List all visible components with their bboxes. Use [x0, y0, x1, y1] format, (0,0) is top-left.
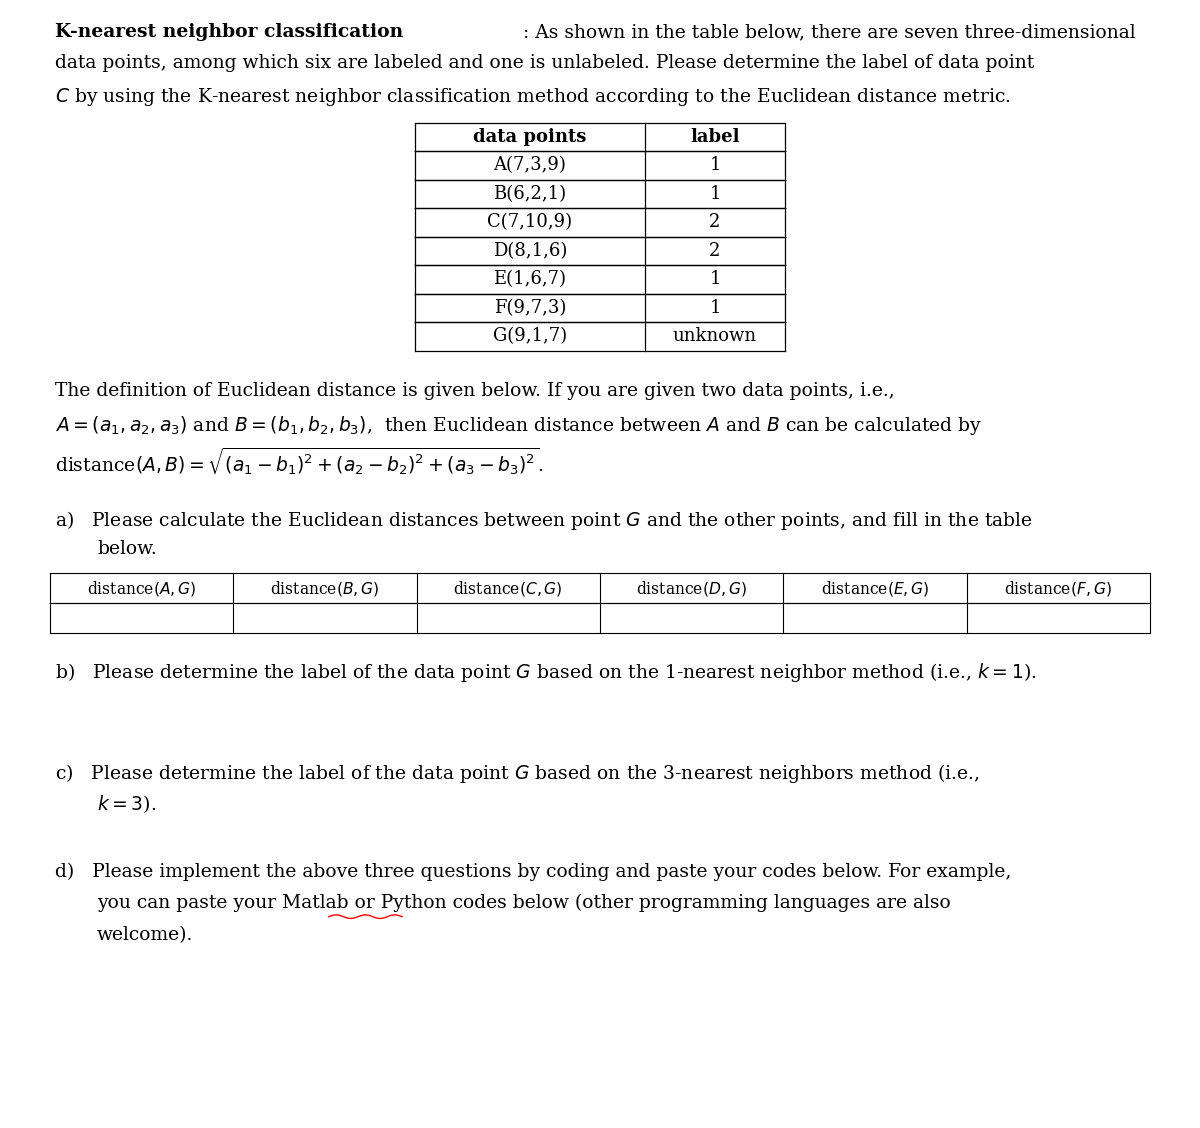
- Text: $A = (a_1, a_2, a_3)$ and $B = (b_1, b_2, b_3)$,  then Euclidean distance betwee: $A = (a_1, a_2, a_3)$ and $B = (b_1, b_2…: [55, 414, 983, 437]
- Text: B(6,2,1): B(6,2,1): [493, 185, 566, 203]
- Text: A(7,3,9): A(7,3,9): [493, 157, 566, 174]
- Text: a)   Please calculate the Euclidean distances between point $\mathit{G}$ and the: a) Please calculate the Euclidean distan…: [55, 509, 1033, 531]
- Text: The definition of Euclidean distance is given below. If you are given two data p: The definition of Euclidean distance is …: [55, 382, 895, 400]
- Text: distance$(C, G)$: distance$(C, G)$: [454, 579, 563, 598]
- Text: unknown: unknown: [673, 327, 757, 345]
- Text: welcome).: welcome).: [97, 926, 193, 944]
- Text: label: label: [690, 127, 739, 146]
- Text: c)   Please determine the label of the data point $\mathit{G}$ based on the 3-ne: c) Please determine the label of the dat…: [55, 761, 979, 785]
- Text: 1: 1: [709, 157, 721, 174]
- Text: : As shown in the table below, there are seven three-dimensional: : As shown in the table below, there are…: [517, 23, 1135, 41]
- Text: d)   Please implement the above three questions by coding and paste your codes b: d) Please implement the above three ques…: [55, 863, 1012, 881]
- Text: below.: below.: [97, 540, 157, 558]
- Text: 1: 1: [709, 185, 721, 203]
- Text: 2: 2: [709, 213, 721, 231]
- Text: data points, among which six are labeled and one is unlabeled. Please determine : data points, among which six are labeled…: [55, 54, 1034, 72]
- Text: $\mathit{C}$ by using the K-nearest neighbor classification method according to : $\mathit{C}$ by using the K-nearest neig…: [55, 86, 1010, 108]
- Text: F(9,7,3): F(9,7,3): [494, 299, 566, 317]
- Text: distance$(B, G)$: distance$(B, G)$: [270, 579, 379, 598]
- Text: G(9,1,7): G(9,1,7): [493, 327, 568, 345]
- Text: distance$(E, G)$: distance$(E, G)$: [821, 579, 929, 598]
- Text: data points: data points: [473, 127, 587, 146]
- Text: you can paste your Matlab or Python codes below (other programming languages are: you can paste your Matlab or Python code…: [97, 895, 950, 913]
- Text: 1: 1: [709, 299, 721, 317]
- Text: D(8,1,6): D(8,1,6): [493, 241, 568, 259]
- Text: E(1,6,7): E(1,6,7): [493, 271, 566, 289]
- Text: $k = 3$).: $k = 3$).: [97, 793, 156, 816]
- Text: K-nearest neighbor classification: K-nearest neighbor classification: [55, 23, 403, 41]
- Text: distance$(D, G)$: distance$(D, G)$: [636, 579, 748, 598]
- Text: distance$(A, B) = \sqrt{(a_1 - b_1)^2 + (a_2 - b_2)^2 + (a_3 - b_3)^2}$.: distance$(A, B) = \sqrt{(a_1 - b_1)^2 + …: [55, 446, 544, 477]
- Text: C(7,10,9): C(7,10,9): [487, 213, 572, 231]
- Text: b)   Please determine the label of the data point $\mathit{G}$ based on the 1-ne: b) Please determine the label of the dat…: [55, 661, 1037, 684]
- Text: 2: 2: [709, 241, 721, 259]
- Text: 1: 1: [709, 271, 721, 289]
- Text: distance$(F, G)$: distance$(F, G)$: [1004, 579, 1112, 598]
- Text: distance$(A, G)$: distance$(A, G)$: [86, 579, 197, 598]
